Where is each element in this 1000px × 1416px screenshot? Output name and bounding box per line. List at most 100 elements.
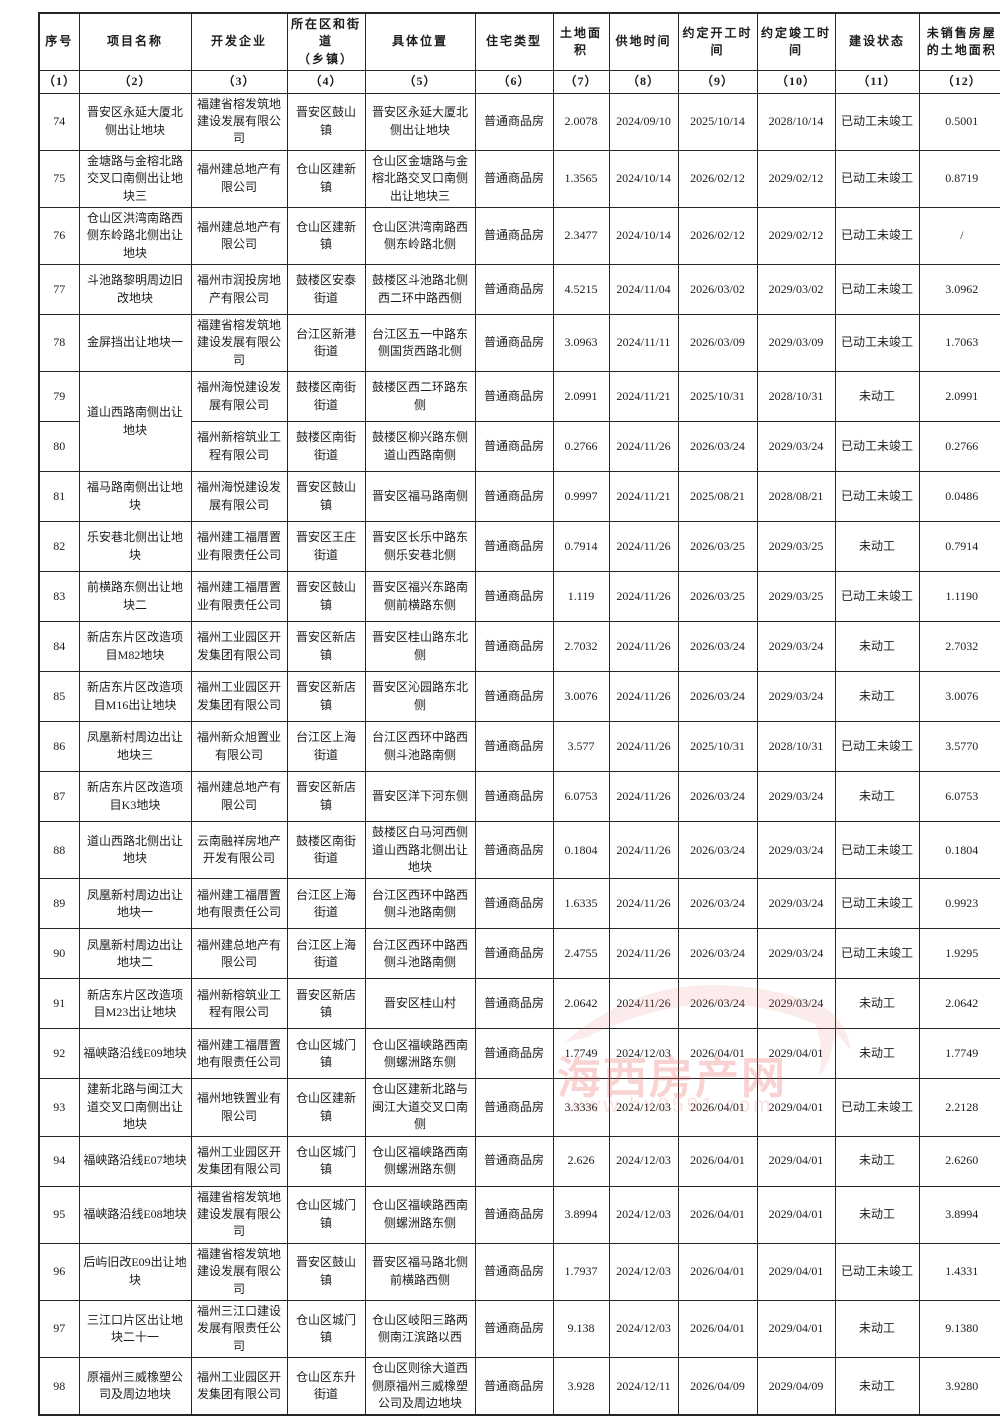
- cell-supply: 2024/11/26: [608, 978, 679, 1030]
- cell-finish: 2029/03/24: [756, 821, 836, 880]
- cell-project: 凤凰新村周边出让地块二: [78, 928, 192, 980]
- cell-finish: 2029/03/24: [756, 928, 836, 980]
- cell-no: 75: [38, 149, 80, 208]
- cell-type: 普通商品房: [474, 671, 554, 723]
- cell-finish: 2029/03/09: [756, 314, 836, 373]
- cell-project: 前横路东侧出让地块二: [78, 571, 192, 623]
- cell-finish: 2029/02/12: [756, 206, 836, 266]
- cell-location: 鼓楼区柳兴路东侧道山西路南侧: [364, 421, 476, 473]
- table-row: 90 凤凰新村周边出让地块二 福州建总地产有限公司 台江区上海街道 台江区西环中路西侧斗…: [38, 928, 1000, 980]
- table-row: 88 道山西路北侧出让地块 云南融祥房地产开发有限公司 鼓楼区南街街道 鼓楼区白马河西侧…: [38, 821, 1000, 880]
- cell-type: 普通商品房: [474, 978, 554, 1030]
- cell-project: 新店东片区改造项目M82地块: [78, 621, 192, 673]
- cell-no: 94: [38, 1135, 80, 1187]
- cell-start: 2026/03/09: [677, 314, 758, 373]
- cell-district: 台江区上海街道: [286, 721, 366, 773]
- cell-developer: 福建省榕发筑地建设发展有限公司: [190, 314, 288, 373]
- cell-location: 晋安区长乐中路东侧乐安巷北侧: [364, 521, 476, 573]
- cell-supply: 2024/10/14: [608, 206, 679, 266]
- column-header-developer: 开发企业: [190, 12, 288, 72]
- cell-project: 金屏挡出让地块一: [78, 314, 192, 373]
- cell-district: 鼓楼区南街街道: [286, 371, 366, 423]
- cell-developer: 福州建工福厝置地有限责任公司: [190, 878, 288, 930]
- cell-location: 鼓楼区白马河西侧道山西路北侧出让地块: [364, 821, 476, 880]
- cell-no: 91: [38, 978, 80, 1030]
- cell-no: 74: [38, 92, 80, 151]
- cell-status: 已动工未竣工: [834, 314, 920, 373]
- cell-district: 晋安区新店镇: [286, 671, 366, 723]
- cell-supply: 2024/10/14: [608, 149, 679, 208]
- cell-developer: 福建省榕发筑地建设发展有限公司: [190, 1242, 288, 1301]
- cell-area: 2.3477: [552, 206, 610, 266]
- cell-start: 2026/04/01: [677, 1135, 758, 1187]
- cell-district: 鼓楼区安泰街道: [286, 264, 366, 316]
- cell-project: 建新北路与闽江大道交叉口南侧出让地块: [78, 1078, 192, 1137]
- cell-location: 晋安区沁园路东北侧: [364, 671, 476, 723]
- cell-project: 道山西路北侧出让地块: [78, 821, 192, 880]
- cell-district: 仓山区城门镇: [286, 1135, 366, 1187]
- table-row: 76 仓山区洪湾南路西侧东岭路北侧出让地块 福州建总地产有限公司 仓山区建新镇 仓山区洪…: [38, 206, 1000, 266]
- cell-project: 斗池路黎明周边旧改地块: [78, 264, 192, 316]
- cell-project: 乐安巷北侧出让地块: [78, 521, 192, 573]
- cell-finish: 2029/03/25: [756, 571, 836, 623]
- cell-location: 晋安区桂山路东北侧: [364, 621, 476, 673]
- cell-start: 2026/03/02: [677, 264, 758, 316]
- cell-finish: 2028/10/14: [756, 92, 836, 151]
- cell-start: 2026/03/24: [677, 771, 758, 823]
- cell-status: 未动工: [834, 771, 920, 823]
- column-index-location: （5）: [364, 70, 476, 94]
- cell-developer: 福州建工福厝置业有限责任公司: [190, 521, 288, 573]
- column-index-status: （11）: [834, 70, 920, 94]
- table-row: 80 福州新榕筑业工程有限公司 鼓楼区南街街道 鼓楼区柳兴路东侧道山西路南侧 普通商品房…: [38, 421, 1000, 473]
- cell-developer: 福州建总地产有限公司: [190, 771, 288, 823]
- cell-status: 已动工未竣工: [834, 92, 920, 151]
- table-header: 序号 项目名称 开发企业 所在区和街道 （乡镇） 具体位置 住宅类型 土地面积 供地时间 约定开…: [38, 12, 1000, 94]
- table-row: 89 凤凰新村周边出让地块一 福州建工福厝置地有限责任公司 台江区上海街道 台江区西环中…: [38, 878, 1000, 930]
- column-index-area: （7）: [552, 70, 610, 94]
- cell-location: 晋安区桂山村: [364, 978, 476, 1030]
- cell-status: 未动工: [834, 1135, 920, 1187]
- cell-start: 2026/03/24: [677, 671, 758, 723]
- cell-district: 仓山区城门镇: [286, 1299, 366, 1359]
- cell-type: 普通商品房: [474, 928, 554, 980]
- cell-type: 普通商品房: [474, 149, 554, 208]
- cell-type: 普通商品房: [474, 264, 554, 316]
- cell-status: 已动工未竣工: [834, 821, 920, 880]
- cell-unsold: 1.1190: [918, 571, 1000, 623]
- cell-finish: 2029/04/09: [756, 1357, 836, 1416]
- cell-supply: 2024/12/03: [608, 1028, 679, 1080]
- cell-developer: 福州建工福厝置地有限责任公司: [190, 1028, 288, 1080]
- cell-status: 已动工未竣工: [834, 878, 920, 930]
- cell-project: 凤凰新村周边出让地块一: [78, 878, 192, 930]
- cell-district: 台江区上海街道: [286, 928, 366, 980]
- cell-area: 1.7749: [552, 1028, 610, 1080]
- cell-area: 2.626: [552, 1135, 610, 1187]
- cell-location: 仓山区金塘路与金榕北路交叉口南侧出让地块三: [364, 149, 476, 208]
- cell-unsold: 0.2766: [918, 421, 1000, 473]
- cell-no: 84: [38, 621, 80, 673]
- cell-developer: 福州海悦建设发展有限公司: [190, 371, 288, 423]
- cell-unsold: 1.9295: [918, 928, 1000, 980]
- cell-start: 2026/03/25: [677, 521, 758, 573]
- cell-project: 福马路南侧出让地块: [78, 471, 192, 523]
- table-row: 75 金塘路与金榕北路交叉口南侧出让地块三 福州建总地产有限公司 仓山区建新镇 仓山区金…: [38, 149, 1000, 208]
- table-row: 78 金屏挡出让地块一 福建省榕发筑地建设发展有限公司 台江区新港街道 台江区五一中路东…: [38, 314, 1000, 373]
- cell-type: 普通商品房: [474, 1185, 554, 1244]
- cell-area: 3.577: [552, 721, 610, 773]
- column-header-area: 土地面积: [552, 12, 610, 72]
- cell-unsold: 6.0753: [918, 771, 1000, 823]
- cell-finish: 2029/03/25: [756, 521, 836, 573]
- cell-developer: 福州新众旭置业有限公司: [190, 721, 288, 773]
- cell-developer: 福州海悦建设发展有限公司: [190, 471, 288, 523]
- cell-district: 晋安区鼓山镇: [286, 1242, 366, 1301]
- column-index-supply: （8）: [608, 70, 679, 94]
- cell-supply: 2024/11/04: [608, 264, 679, 316]
- cell-district: 仓山区建新镇: [286, 1078, 366, 1137]
- cell-status: 未动工: [834, 621, 920, 673]
- cell-area: 0.7914: [552, 521, 610, 573]
- table-row: 79 道山西路南侧出让地块 福州海悦建设发展有限公司 鼓楼区南街街道 鼓楼区西二环路东侧…: [38, 371, 1000, 473]
- cell-developer: 福州工业园区开发集团有限公司: [190, 1135, 288, 1187]
- cell-district: 台江区上海街道: [286, 878, 366, 930]
- cell-unsold: 0.9923: [918, 878, 1000, 930]
- cell-developer: 福州建总地产有限公司: [190, 149, 288, 208]
